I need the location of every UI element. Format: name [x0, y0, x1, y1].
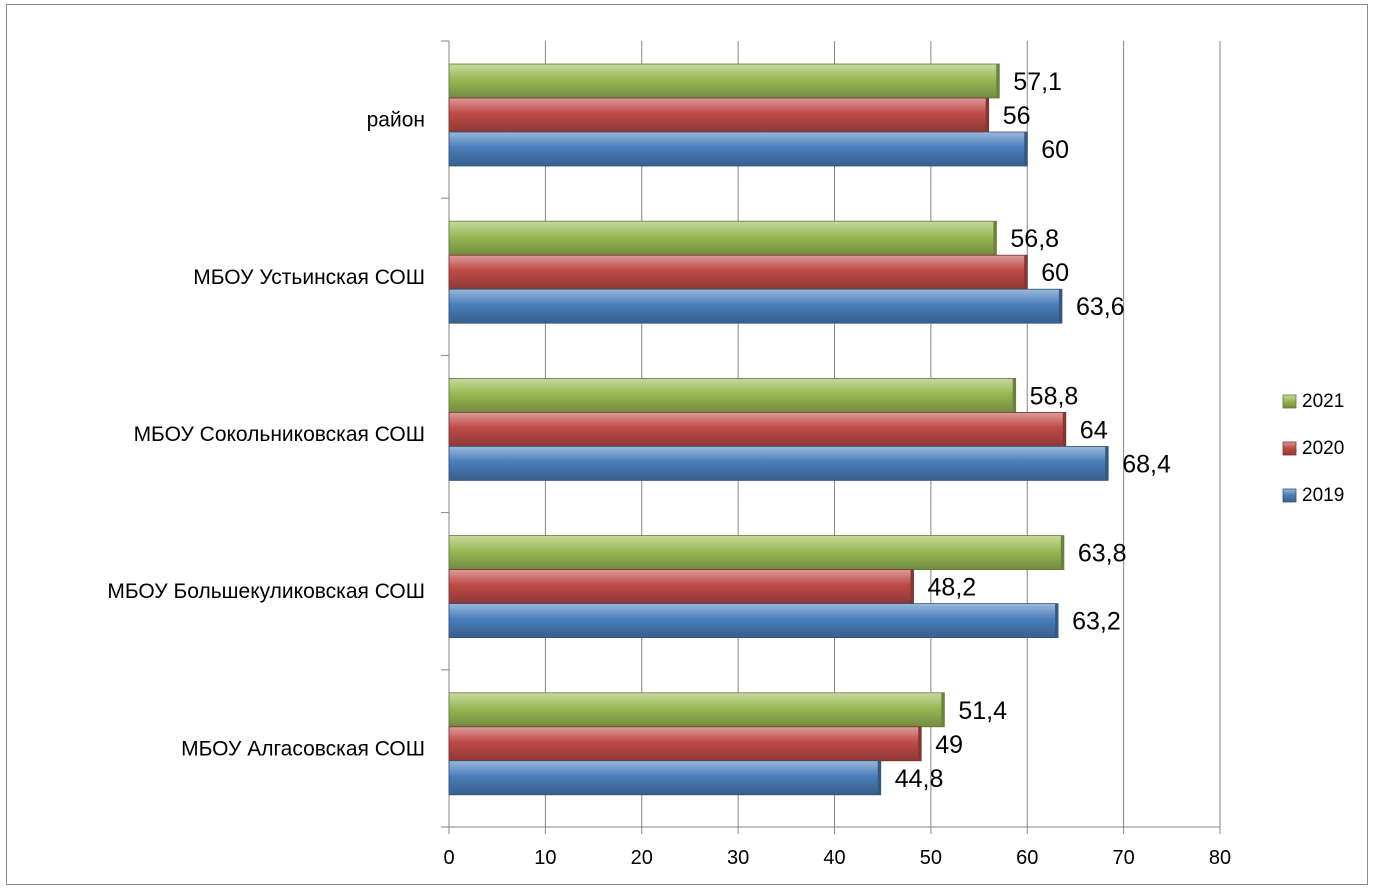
data-label: 63,6 — [1076, 293, 1125, 321]
bar-end-cap — [910, 569, 914, 604]
category-label: МБОУ Алгасовская СОШ — [181, 737, 425, 760]
bar-end-cap — [1060, 535, 1064, 570]
data-label: 56 — [1003, 102, 1031, 130]
bar-body — [448, 603, 1059, 638]
legend-label: 2020 — [1302, 438, 1344, 459]
bar-end-cap — [1055, 603, 1059, 638]
bar-body — [448, 377, 1017, 413]
bars — [448, 63, 1109, 796]
data-label: 60 — [1041, 136, 1069, 164]
data-label: 63,8 — [1078, 540, 1127, 568]
x-tick-label: 30 — [727, 847, 749, 869]
bar-body — [448, 535, 1065, 570]
data-label: 57,1 — [1013, 68, 1062, 96]
bar-body — [448, 445, 1109, 481]
bar-end-cap — [985, 98, 989, 132]
bar — [448, 97, 990, 133]
bar-body — [448, 288, 1063, 324]
bar — [448, 254, 1028, 290]
bar — [448, 411, 1067, 447]
data-label: 49 — [935, 731, 963, 759]
bar-end-cap — [1105, 446, 1109, 481]
legend-item: 2021 — [1282, 391, 1344, 412]
bar — [448, 220, 997, 256]
bar-body — [448, 726, 922, 762]
bar — [448, 726, 922, 762]
bar-body — [448, 569, 914, 604]
bar-body — [448, 131, 1028, 167]
bar-end-cap — [993, 221, 997, 256]
bar-end-cap — [918, 726, 922, 761]
bar-end-cap — [1024, 132, 1028, 166]
bar — [448, 569, 914, 604]
bar-end-cap — [1058, 289, 1062, 324]
data-label: 58,8 — [1030, 382, 1079, 410]
bar-end-cap — [1024, 255, 1028, 290]
bar — [448, 288, 1063, 324]
x-tick-label: 70 — [1113, 847, 1135, 869]
axes: 0 10 20 30 40 50 60 70 80 МБОУ Алгасовская СОШ МБО… — [107, 40, 1231, 869]
bar-body — [448, 220, 997, 256]
bar — [448, 131, 1028, 167]
x-tick-label: 10 — [534, 847, 556, 869]
data-label: 60 — [1041, 259, 1069, 287]
data-label: 44,8 — [895, 765, 944, 793]
bar-end-cap — [1062, 412, 1066, 447]
legend-label: 2019 — [1302, 485, 1344, 506]
x-tick-label: 40 — [823, 847, 845, 869]
bar-end-cap — [941, 692, 945, 727]
x-tick-label: 80 — [1209, 847, 1231, 869]
category-label: МБОУ Большекуликовская СОШ — [107, 580, 425, 603]
data-label: 64 — [1080, 416, 1108, 444]
data-label: 68,4 — [1122, 450, 1171, 478]
bar-body — [448, 97, 990, 133]
bar — [448, 760, 882, 796]
data-label: 56,8 — [1010, 225, 1059, 253]
category-label: район — [367, 109, 425, 132]
legend-swatch — [1282, 441, 1297, 456]
data-label: 63,2 — [1072, 608, 1121, 636]
bar-end-cap — [996, 64, 1000, 98]
category-label: МБОУ Сокольниковская СОШ — [134, 423, 425, 446]
data-labels: 51,44944,863,848,263,258,86468,456,86063… — [895, 68, 1171, 793]
x-tick-label: 20 — [631, 847, 653, 869]
legend-item: 2019 — [1282, 485, 1344, 506]
legend-swatch — [1282, 394, 1297, 409]
bar-end-cap — [877, 760, 881, 795]
bar-chart: 0 10 20 30 40 50 60 70 80 МБОУ Алгасовская СОШ МБО… — [107, 40, 1344, 869]
legend-swatch — [1282, 488, 1297, 503]
bar-body — [448, 411, 1067, 447]
data-label: 51,4 — [958, 697, 1007, 725]
legend: 2021 2020 2019 — [1282, 391, 1344, 506]
bar-body — [448, 760, 882, 796]
bar — [448, 63, 1000, 99]
x-tick-label: 60 — [1016, 847, 1038, 869]
bar — [448, 692, 945, 728]
x-tick-label: 0 — [443, 847, 454, 869]
bar — [448, 603, 1059, 638]
chart-frame: 0 10 20 30 40 50 60 70 80 МБОУ Алгасовская СОШ МБО… — [6, 4, 1368, 885]
bar-body — [448, 63, 1000, 99]
bar — [448, 535, 1065, 570]
legend-label: 2021 — [1302, 391, 1344, 412]
bar — [448, 445, 1109, 481]
category-label: МБОУ Устьинская СОШ — [193, 266, 425, 289]
bar — [448, 377, 1017, 413]
data-label: 48,2 — [928, 574, 977, 602]
bar-body — [448, 692, 945, 728]
x-tick-label: 50 — [920, 847, 942, 869]
legend-item: 2020 — [1282, 438, 1344, 459]
bar-body — [448, 254, 1028, 290]
bar-end-cap — [1012, 378, 1016, 413]
